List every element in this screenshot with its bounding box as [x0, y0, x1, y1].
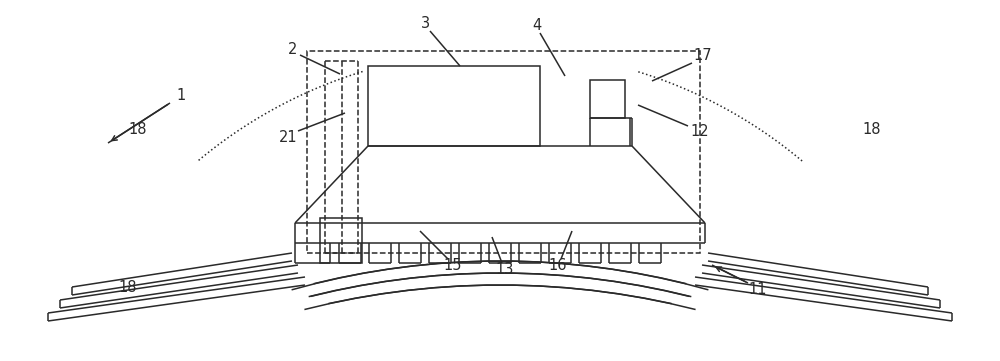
- Bar: [590, 80, 625, 118]
- Text: 16: 16: [549, 258, 567, 274]
- Bar: [320, 218, 362, 263]
- Text: 17: 17: [694, 48, 712, 64]
- Text: 13: 13: [496, 262, 514, 278]
- Bar: [368, 66, 540, 146]
- Text: 12: 12: [691, 125, 709, 139]
- Text: 4: 4: [532, 18, 542, 34]
- Text: 2: 2: [288, 42, 298, 57]
- Text: 18: 18: [119, 280, 137, 296]
- Text: 15: 15: [444, 258, 462, 274]
- Text: 18: 18: [863, 122, 881, 136]
- Bar: [307, 51, 700, 253]
- Text: 18: 18: [129, 122, 147, 136]
- Text: 3: 3: [421, 17, 431, 31]
- Text: 1: 1: [176, 88, 186, 104]
- Text: 21: 21: [279, 130, 297, 144]
- Text: 11: 11: [749, 283, 767, 297]
